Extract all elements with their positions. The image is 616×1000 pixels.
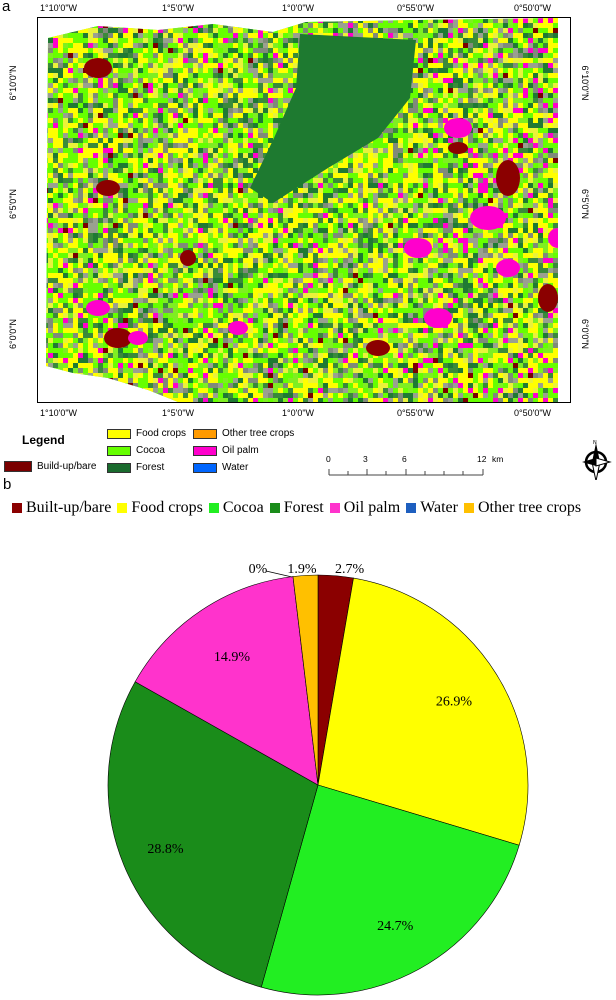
pie-data-label: 24.7% [377,919,414,934]
pie-leader-line [265,570,293,578]
legend-item-food-crops: Food crops [107,428,186,439]
pie-legend-label: Other tree crops [477,499,582,516]
pie-slice-oil-palm [134,576,319,786]
legend-item-other-tree-crops: Other tree crops [193,428,294,439]
legend-label: Build-up/bare [37,461,97,472]
top-tick-4: 0°55'0"W [397,3,435,13]
legend-label: Other tree crops [222,428,295,439]
land-use-map-raster [46,18,558,402]
scale-bar: 0 3 6 12 km [326,453,508,483]
legend-swatch [4,461,32,472]
pie-legend-label: Forest [283,499,324,516]
pie-data-label: 1.9% [287,562,317,577]
pie-legend-swatch [329,503,340,513]
north-arrow-icon: N [580,440,612,485]
pie-legend-item: Food crops [117,499,203,517]
pie-data-label: 14.9% [214,650,251,665]
pie-legend-label: Food crops [131,499,203,516]
pie-chart: 2.7% 26.9% 24.7% 28.8% 14.9% 0% 1.9% [107,562,529,996]
left-tick-2: 6°5'0"N [8,188,18,220]
legend-item-water: Water [193,462,248,473]
scale-label-12: 12 [477,454,487,464]
right-tick-3: 6°0'0"N [580,318,590,350]
pie-data-label: 0% [249,562,268,577]
left-tick-3: 6°0'0"N [8,318,18,350]
pie-legend-swatch [269,503,280,513]
pie-data-label: 28.8% [147,842,184,857]
legend-label: Oil palm [222,445,259,456]
legend-item-cocoa: Cocoa [107,445,165,456]
top-tick-1: 1°10'0"W [40,3,78,13]
pie-legend-item: Other tree crops [463,499,582,517]
pie-slice-forest [107,681,319,988]
pie-legend: Built-up/bare Food crops Cocoa Forest Oil pa… [12,499,587,517]
legend-swatch [107,462,131,473]
legend-swatch [193,462,217,473]
pie-legend-item: Oil palm [329,499,401,517]
pie-legend-label: Built-up/bare [26,499,112,516]
pie-legend-item: Built-up/bare [12,499,111,517]
scale-label-0: 0 [326,454,331,464]
bottom-tick-2: 1°5'0"W [162,408,195,418]
legend-swatch [107,445,131,456]
legend-item-oil-palm: Oil palm [193,445,259,456]
pie-data-label: 26.9% [436,695,473,710]
land-use-map [37,17,571,403]
top-tick-5: 0°50'0"W [514,3,552,13]
pie-slice-other-tree-crops [292,574,319,786]
legend-label: Forest [136,462,165,473]
pie-slice-cocoa [260,784,520,996]
pie-legend-item: Forest [269,499,324,517]
pie-legend-swatch [463,503,474,513]
scale-unit: km [492,454,504,464]
scale-label-6: 6 [402,454,407,464]
legend-swatch [193,428,217,439]
pie-legend-item: Water [406,499,458,517]
scale-bar-graphic [328,469,484,476]
bottom-tick-1: 1°10'0"W [40,408,78,418]
scale-label-3: 3 [363,454,368,464]
pie-legend-swatch [12,503,22,513]
right-tick-1: 6°10'0"N [580,65,590,101]
top-tick-3: 1°0'0"W [282,3,315,13]
pie-data-label: 2.7% [335,562,365,577]
pie-legend-label: Oil palm [343,499,401,516]
panel-label-a: a [2,0,11,15]
panel-label-b: b [3,476,12,493]
pie-slice-food-crops [317,577,529,846]
legend-label: Food crops [136,428,187,439]
pie-legend-swatch [117,503,128,513]
pie-legend-item: Cocoa [208,499,264,517]
pie-legend-label: Cocoa [222,499,264,516]
bottom-tick-5: 0°50'0"W [514,408,552,418]
top-tick-2: 1°5'0"W [162,3,195,13]
bottom-tick-4: 0°55'0"W [397,408,435,418]
pie-legend-label: Water [420,499,458,516]
legend-label: Cocoa [136,445,165,456]
legend-title: Legend [22,433,65,447]
right-tick-2: 6°5'0"N [580,188,590,220]
legend-swatch [107,428,131,439]
legend-swatch [193,445,217,456]
left-tick-1: 6°10'0"N [8,65,18,101]
legend-label: Water [222,462,249,473]
bottom-tick-3: 1°0'0"W [282,408,315,418]
legend-item-built-up: Build-up/bare [4,461,96,472]
pie-legend-swatch [406,503,417,513]
pie-legend-swatch [208,503,219,513]
legend-item-forest: Forest [107,462,164,473]
